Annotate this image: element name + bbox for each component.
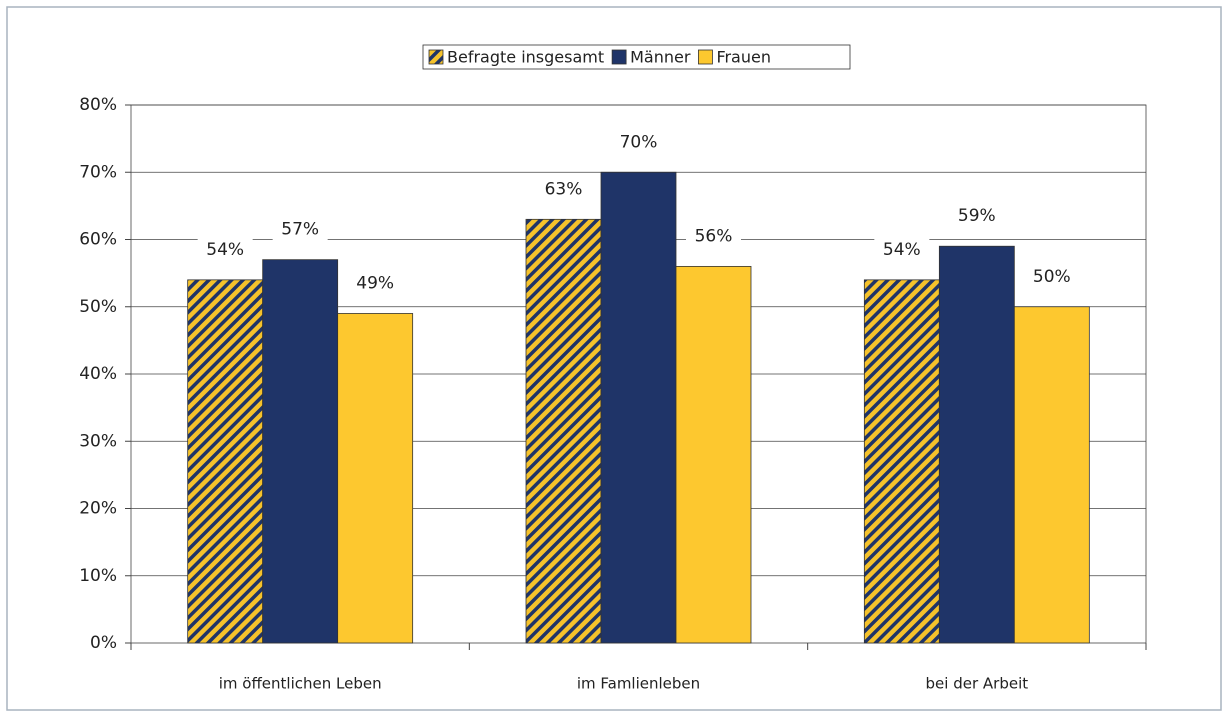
- y-tick-label: 60%: [79, 230, 117, 250]
- value-label: 50%: [1033, 267, 1071, 287]
- x-tick-label: im öffentlichen Leben: [219, 675, 382, 693]
- x-tick-label: bei der Arbeit: [926, 675, 1029, 693]
- value-label: 56%: [695, 226, 733, 246]
- frame: [6, 6, 1222, 711]
- bar: [675, 265, 752, 644]
- legend-box: [422, 44, 851, 70]
- bar: [262, 259, 339, 644]
- value-label: 57%: [281, 220, 319, 240]
- bar: [1013, 306, 1090, 644]
- value-label: 54%: [883, 240, 921, 260]
- x-tick-label: im Famlienleben: [577, 675, 700, 693]
- value-label-bg: [1024, 262, 1080, 291]
- value-label-bg: [686, 222, 741, 251]
- bar: [863, 279, 940, 644]
- value-label: 59%: [958, 206, 996, 226]
- value-label-bg: [611, 128, 666, 157]
- value-label-bg: [347, 269, 403, 298]
- legend-label: Frauen: [716, 48, 771, 67]
- bar: [600, 171, 677, 644]
- y-tick-label: 10%: [79, 566, 117, 586]
- legend-label: Männer: [630, 48, 691, 67]
- legend-swatch: [698, 49, 713, 65]
- y-tick-label: 80%: [79, 95, 117, 115]
- bar: [187, 279, 264, 644]
- legend-swatch: [428, 49, 444, 65]
- value-label-bg: [536, 175, 591, 204]
- y-tick-label: 50%: [79, 297, 117, 317]
- value-label-bg: [874, 235, 930, 264]
- value-label: 54%: [206, 240, 244, 260]
- y-tick-label: 30%: [79, 431, 117, 451]
- value-label-bg: [949, 202, 1005, 231]
- bar: [938, 245, 1015, 644]
- legend-swatch: [611, 49, 627, 65]
- bar: [337, 313, 414, 644]
- y-tick-label: 0%: [90, 633, 117, 653]
- value-label-bg: [197, 235, 253, 264]
- y-tick-label: 40%: [79, 364, 117, 384]
- bar: [525, 218, 602, 644]
- value-label: 70%: [620, 132, 658, 152]
- legend-label: Befragte insgesamt: [447, 48, 604, 67]
- value-label: 49%: [356, 273, 394, 293]
- value-label-bg: [272, 215, 328, 244]
- y-tick-label: 70%: [79, 162, 117, 182]
- y-tick-label: 20%: [79, 499, 117, 519]
- value-label: 63%: [545, 179, 583, 199]
